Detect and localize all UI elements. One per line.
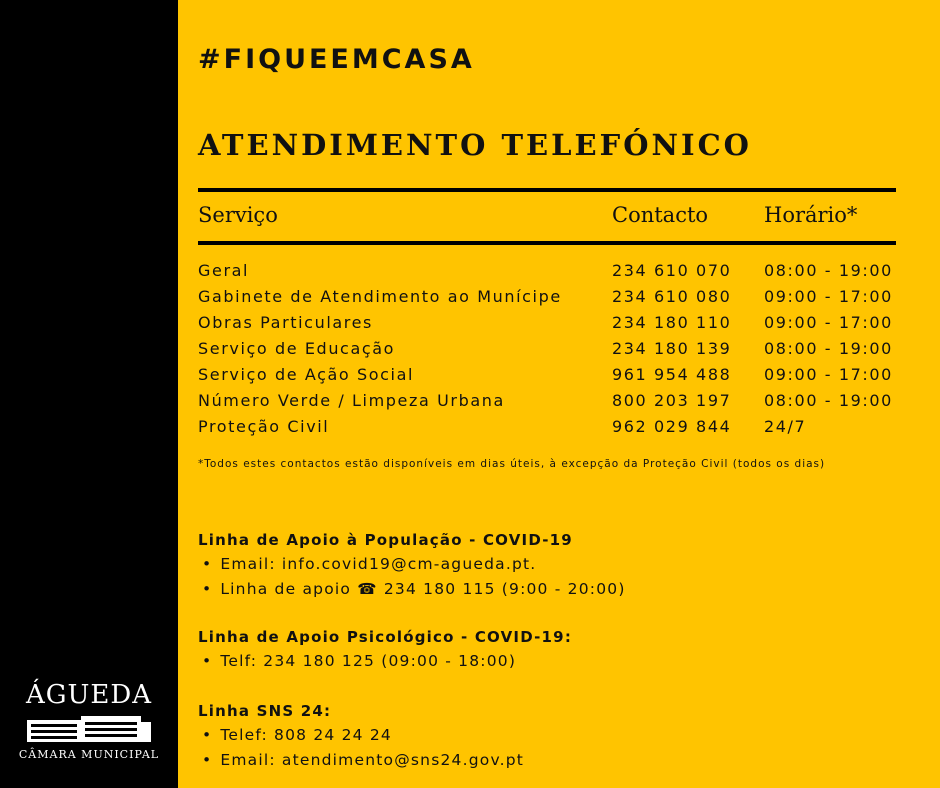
hours: 09:00 - 17:00	[764, 287, 893, 306]
contact-number: 961 954 488	[612, 365, 732, 384]
hours: 08:00 - 19:00	[764, 391, 893, 410]
logo-subtitle: CÂMARA MUNICIPAL	[18, 748, 160, 761]
contact-number: 234 610 070	[612, 261, 732, 280]
sidebar: ÁGUEDA CÂMARA MUNICIPAL	[0, 0, 178, 788]
service-name: Proteção Civil	[198, 417, 330, 436]
service-name: Obras Particulares	[198, 313, 373, 332]
table-row: Obras Particulares 234 180 110 09:00 - 17:…	[198, 313, 918, 339]
service-name: Serviço de Ação Social	[198, 365, 415, 384]
list-item: Email: info.covid19@cm-agueda.pt.	[202, 555, 536, 573]
page-title: ATENDIMENTO TELEFÓNICO	[198, 128, 752, 162]
logo-name: ÁGUEDA	[25, 680, 153, 710]
table-row: Geral 234 610 070 08:00 - 19:00	[198, 261, 918, 287]
contact-number: 234 180 139	[612, 339, 732, 358]
contact-number: 800 203 197	[612, 391, 732, 410]
footnote: *Todos estes contactos estão disponíveis…	[198, 458, 826, 470]
service-name: Gabinete de Atendimento ao Munícipe	[198, 287, 562, 306]
service-name: Número Verde / Limpeza Urbana	[198, 391, 505, 410]
list-item: Email: atendimento@sns24.gov.pt	[202, 751, 524, 769]
divider	[198, 188, 896, 192]
contact-number: 234 180 110	[612, 313, 732, 332]
section-title: Linha SNS 24:	[198, 702, 332, 720]
contact-number: 234 610 080	[612, 287, 732, 306]
building-icon	[27, 716, 151, 742]
header-contact: Contacto	[612, 203, 709, 227]
contact-number: 962 029 844	[612, 417, 732, 436]
list-item: Telef: 808 24 24 24	[202, 726, 392, 744]
section-title: Linha de Apoio à População - COVID-19	[198, 531, 573, 549]
table-row: Serviço de Educação 234 180 139 08:00 - 19…	[198, 339, 918, 365]
list-item: Linha de apoio ☎ 234 180 115 (9:00 - 20:…	[202, 580, 626, 598]
divider	[198, 241, 896, 245]
camara-municipal-logo: ÁGUEDA CÂMARA MUNICIPAL	[0, 680, 178, 761]
table-row: Proteção Civil 962 029 844 24/7	[198, 417, 918, 443]
section-title: Linha de Apoio Psicológico - COVID-19:	[198, 628, 573, 646]
service-name: Serviço de Educação	[198, 339, 396, 358]
header-service: Serviço	[198, 203, 278, 227]
table-row: Gabinete de Atendimento ao Munícipe 234 6…	[198, 287, 918, 313]
table-row: Número Verde / Limpeza Urbana 800 203 197…	[198, 391, 918, 417]
hours: 08:00 - 19:00	[764, 339, 893, 358]
hours: 08:00 - 19:00	[764, 261, 893, 280]
hashtag: #FIQUEEMCASA	[198, 44, 475, 75]
service-name: Geral	[198, 261, 250, 280]
hours: 24/7	[764, 417, 807, 436]
list-item: Telf: 234 180 125 (09:00 - 18:00)	[202, 652, 516, 670]
table-row: Serviço de Ação Social 961 954 488 09:00 -…	[198, 365, 918, 391]
hours: 09:00 - 17:00	[764, 313, 893, 332]
header-hours: Horário*	[764, 203, 858, 227]
hours: 09:00 - 17:00	[764, 365, 893, 384]
